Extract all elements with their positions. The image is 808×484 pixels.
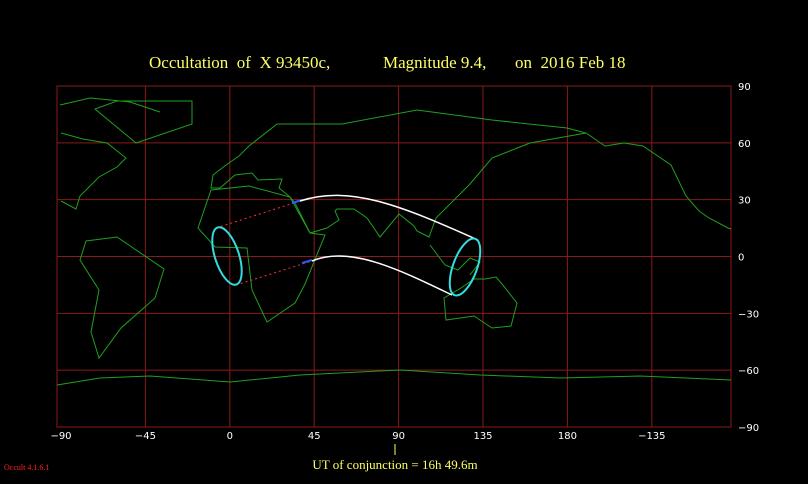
date: on 2016 Feb 18	[515, 53, 626, 72]
south-america	[79, 236, 165, 360]
north-america-east	[585, 132, 732, 230]
latitude-label: −90	[738, 423, 759, 434]
longitude-label: −135	[638, 431, 665, 442]
eurasia	[210, 109, 587, 238]
longitude-label: 180	[558, 431, 577, 442]
latitude-label: 90	[738, 82, 751, 93]
path-south-limit	[311, 255, 453, 296]
latitude-label: 0	[738, 253, 744, 264]
latitude-label: −60	[738, 366, 759, 377]
arctic-islands	[59, 97, 161, 113]
grid	[57, 86, 731, 427]
longitude-label: 90	[392, 431, 405, 442]
path-extension	[235, 260, 313, 286]
coastlines	[56, 97, 732, 386]
latitude-label: 30	[738, 196, 751, 207]
magnitude: Magnitude 9.4,	[383, 53, 486, 72]
longitude-label: 0	[227, 431, 233, 442]
latitude-label: −30	[738, 309, 759, 320]
north-america-west	[60, 132, 127, 210]
latitude-label: 60	[738, 139, 751, 150]
australia	[443, 276, 518, 329]
path-extension	[215, 200, 301, 229]
version: Occult 4.1.6.1	[4, 463, 49, 472]
greenland	[94, 100, 193, 144]
longitude-label: −45	[135, 431, 156, 442]
longitude-label: 45	[308, 431, 321, 442]
path-start	[301, 259, 313, 264]
map-frame	[56, 85, 732, 428]
longitude-label: 135	[473, 431, 492, 442]
occultation-path	[211, 194, 482, 297]
antarctica	[56, 369, 732, 386]
path-north-limit	[299, 194, 479, 241]
title: Occultation of X 93450c,	[149, 53, 330, 72]
conjunction-time: UT of conjunction = 16h 49.6m	[312, 457, 477, 472]
shadow-end	[448, 237, 482, 297]
africa	[197, 185, 326, 323]
longitude-label: −90	[50, 431, 71, 442]
shadow-start	[211, 226, 243, 286]
axis-labels: −90 −45 0 45 90 135 180 −135 90 60 30 0 −30 −60 −90	[50, 82, 759, 442]
